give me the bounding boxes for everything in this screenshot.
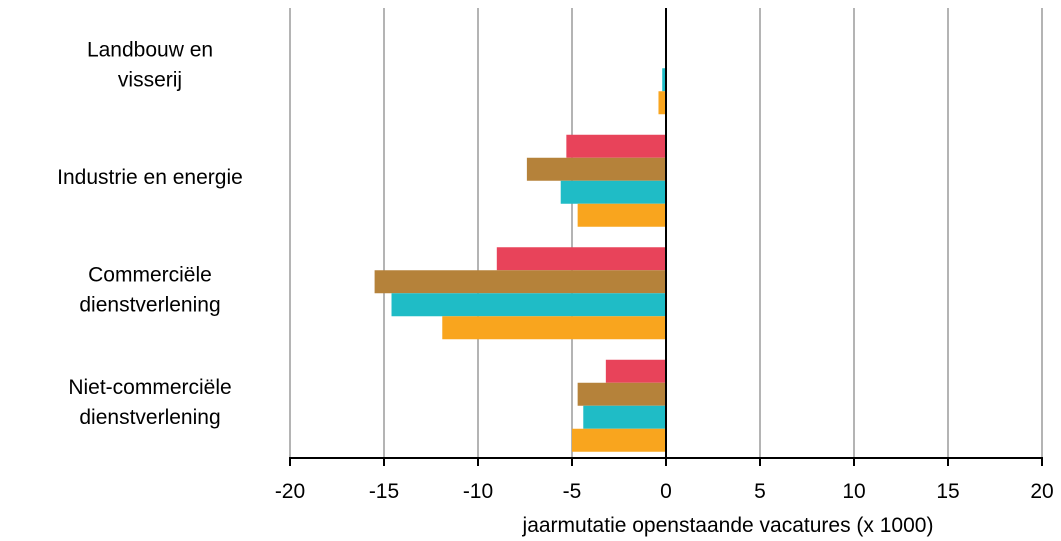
category-label: Niet-commerciële: [68, 376, 231, 399]
bar: [577, 382, 666, 406]
bars: [374, 68, 666, 452]
x-tick-label: -10: [463, 480, 493, 503]
category-label: dienstverlening: [79, 406, 220, 429]
bar: [496, 247, 666, 271]
x-tick-labels: -20 -15 -10 -5 0 5 10 15 20: [275, 480, 1054, 503]
bar: [374, 270, 666, 294]
bar: [572, 428, 666, 452]
bar: [577, 203, 666, 227]
category-label: Industrie en energie: [57, 166, 243, 189]
bar: [662, 68, 666, 92]
x-tick-label: 20: [1030, 480, 1053, 503]
x-tick-label: -20: [275, 480, 305, 503]
bar: [560, 180, 666, 204]
category-label: Commerciële: [88, 263, 212, 286]
bar: [658, 91, 666, 115]
x-axis-title: jaarmutatie openstaande vacatures (x 100…: [522, 514, 934, 537]
bar: [605, 359, 666, 383]
category-label: dienstverlening: [79, 293, 220, 316]
grid-lines: [289, 8, 1043, 458]
x-tick-label: 10: [842, 480, 865, 503]
bar: [566, 134, 666, 158]
category-labels: Landbouw en visserij Industrie en energie C…: [57, 38, 243, 429]
x-tick-label: 5: [754, 480, 766, 503]
bar: [526, 157, 666, 181]
x-tick-label: 15: [936, 480, 959, 503]
bar: [442, 316, 666, 340]
x-tick-label: 0: [660, 480, 672, 503]
category-label: Landbouw en: [87, 38, 213, 61]
bar: [391, 293, 666, 317]
bar: [583, 405, 666, 429]
x-tick-label: -5: [563, 480, 582, 503]
category-label: visserij: [118, 68, 182, 91]
axes: [289, 8, 1043, 466]
x-tick-label: -15: [369, 480, 399, 503]
